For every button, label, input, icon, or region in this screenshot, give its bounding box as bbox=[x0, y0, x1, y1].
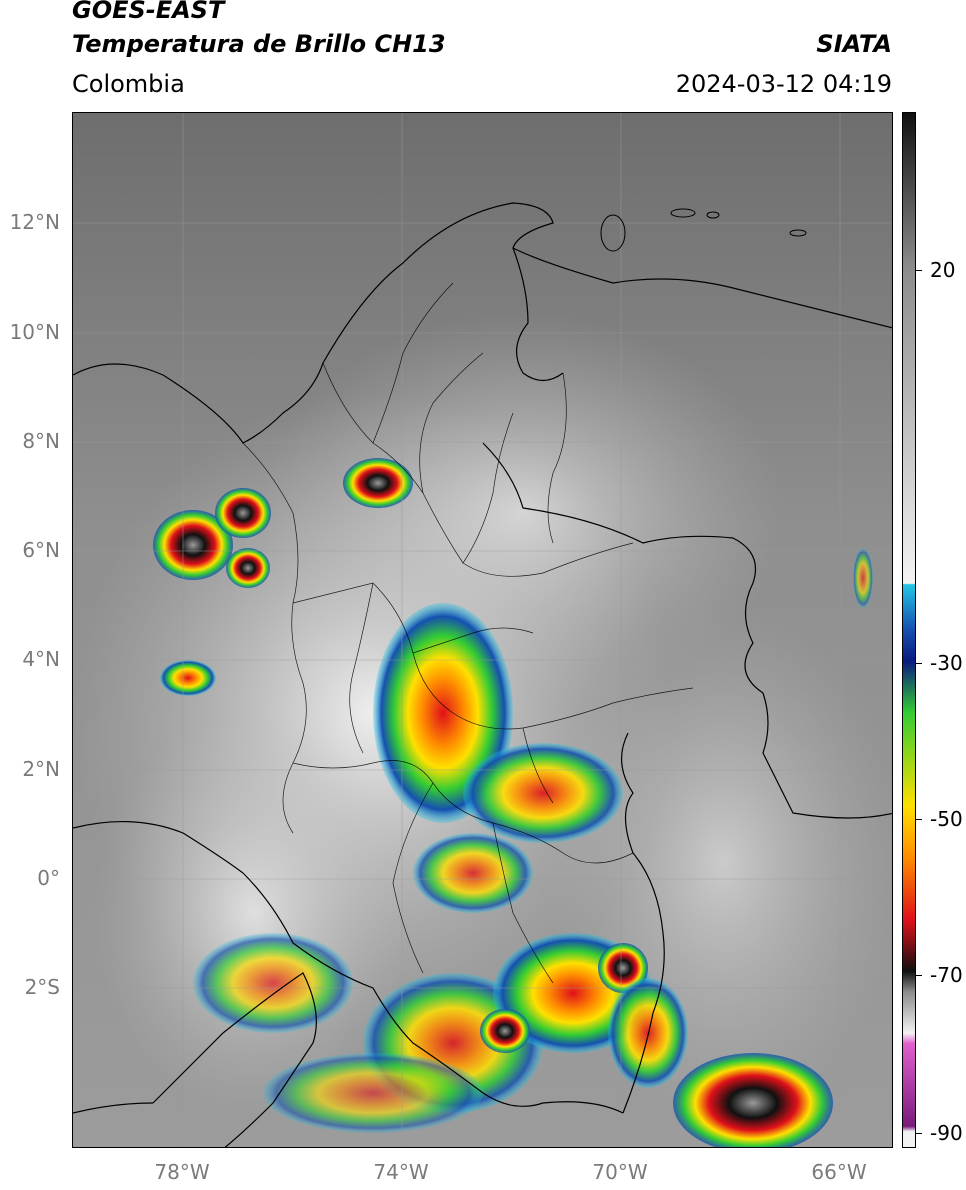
lat-label-0: 0° bbox=[37, 866, 60, 890]
lat-label-2n: 2°N bbox=[22, 757, 60, 781]
lat-label-12n: 12°N bbox=[9, 210, 60, 234]
lon-label-78w: 78°W bbox=[154, 1160, 210, 1184]
colorbar-label-20: 20 bbox=[930, 258, 956, 282]
lon-label-74w: 74°W bbox=[373, 1160, 429, 1184]
lon-label-70w: 70°W bbox=[592, 1160, 648, 1184]
lat-label-8n: 8°N bbox=[22, 429, 60, 453]
product-title: Temperatura de Brillo CH13 bbox=[72, 30, 446, 58]
agency-label: SIATA bbox=[816, 30, 892, 58]
datetime-label: 2024-03-12 04:19 bbox=[675, 70, 892, 98]
colorbar-label-minus70: -70 bbox=[930, 963, 963, 987]
country-borders bbox=[73, 202, 892, 1147]
colorbar-label-minus90: -90 bbox=[930, 1121, 963, 1145]
islands bbox=[600, 208, 807, 252]
lat-label-6n: 6°N bbox=[22, 538, 60, 562]
lon-label-66w: 66°W bbox=[811, 1160, 867, 1184]
lat-label-2s: 2°S bbox=[24, 975, 60, 999]
map-imagery bbox=[73, 113, 892, 1147]
region-label: Colombia bbox=[72, 70, 185, 98]
satellite-title: GOES-EAST bbox=[72, 0, 225, 24]
colorbar-label-minus50: -50 bbox=[930, 807, 963, 831]
lat-label-10n: 10°N bbox=[9, 320, 60, 344]
lat-label-4n: 4°N bbox=[22, 647, 60, 671]
satellite-map bbox=[72, 112, 893, 1148]
colorbar-label-minus30: -30 bbox=[930, 651, 963, 675]
colorbar bbox=[902, 112, 916, 1148]
department-borders bbox=[242, 282, 694, 984]
graticule bbox=[73, 113, 892, 1147]
